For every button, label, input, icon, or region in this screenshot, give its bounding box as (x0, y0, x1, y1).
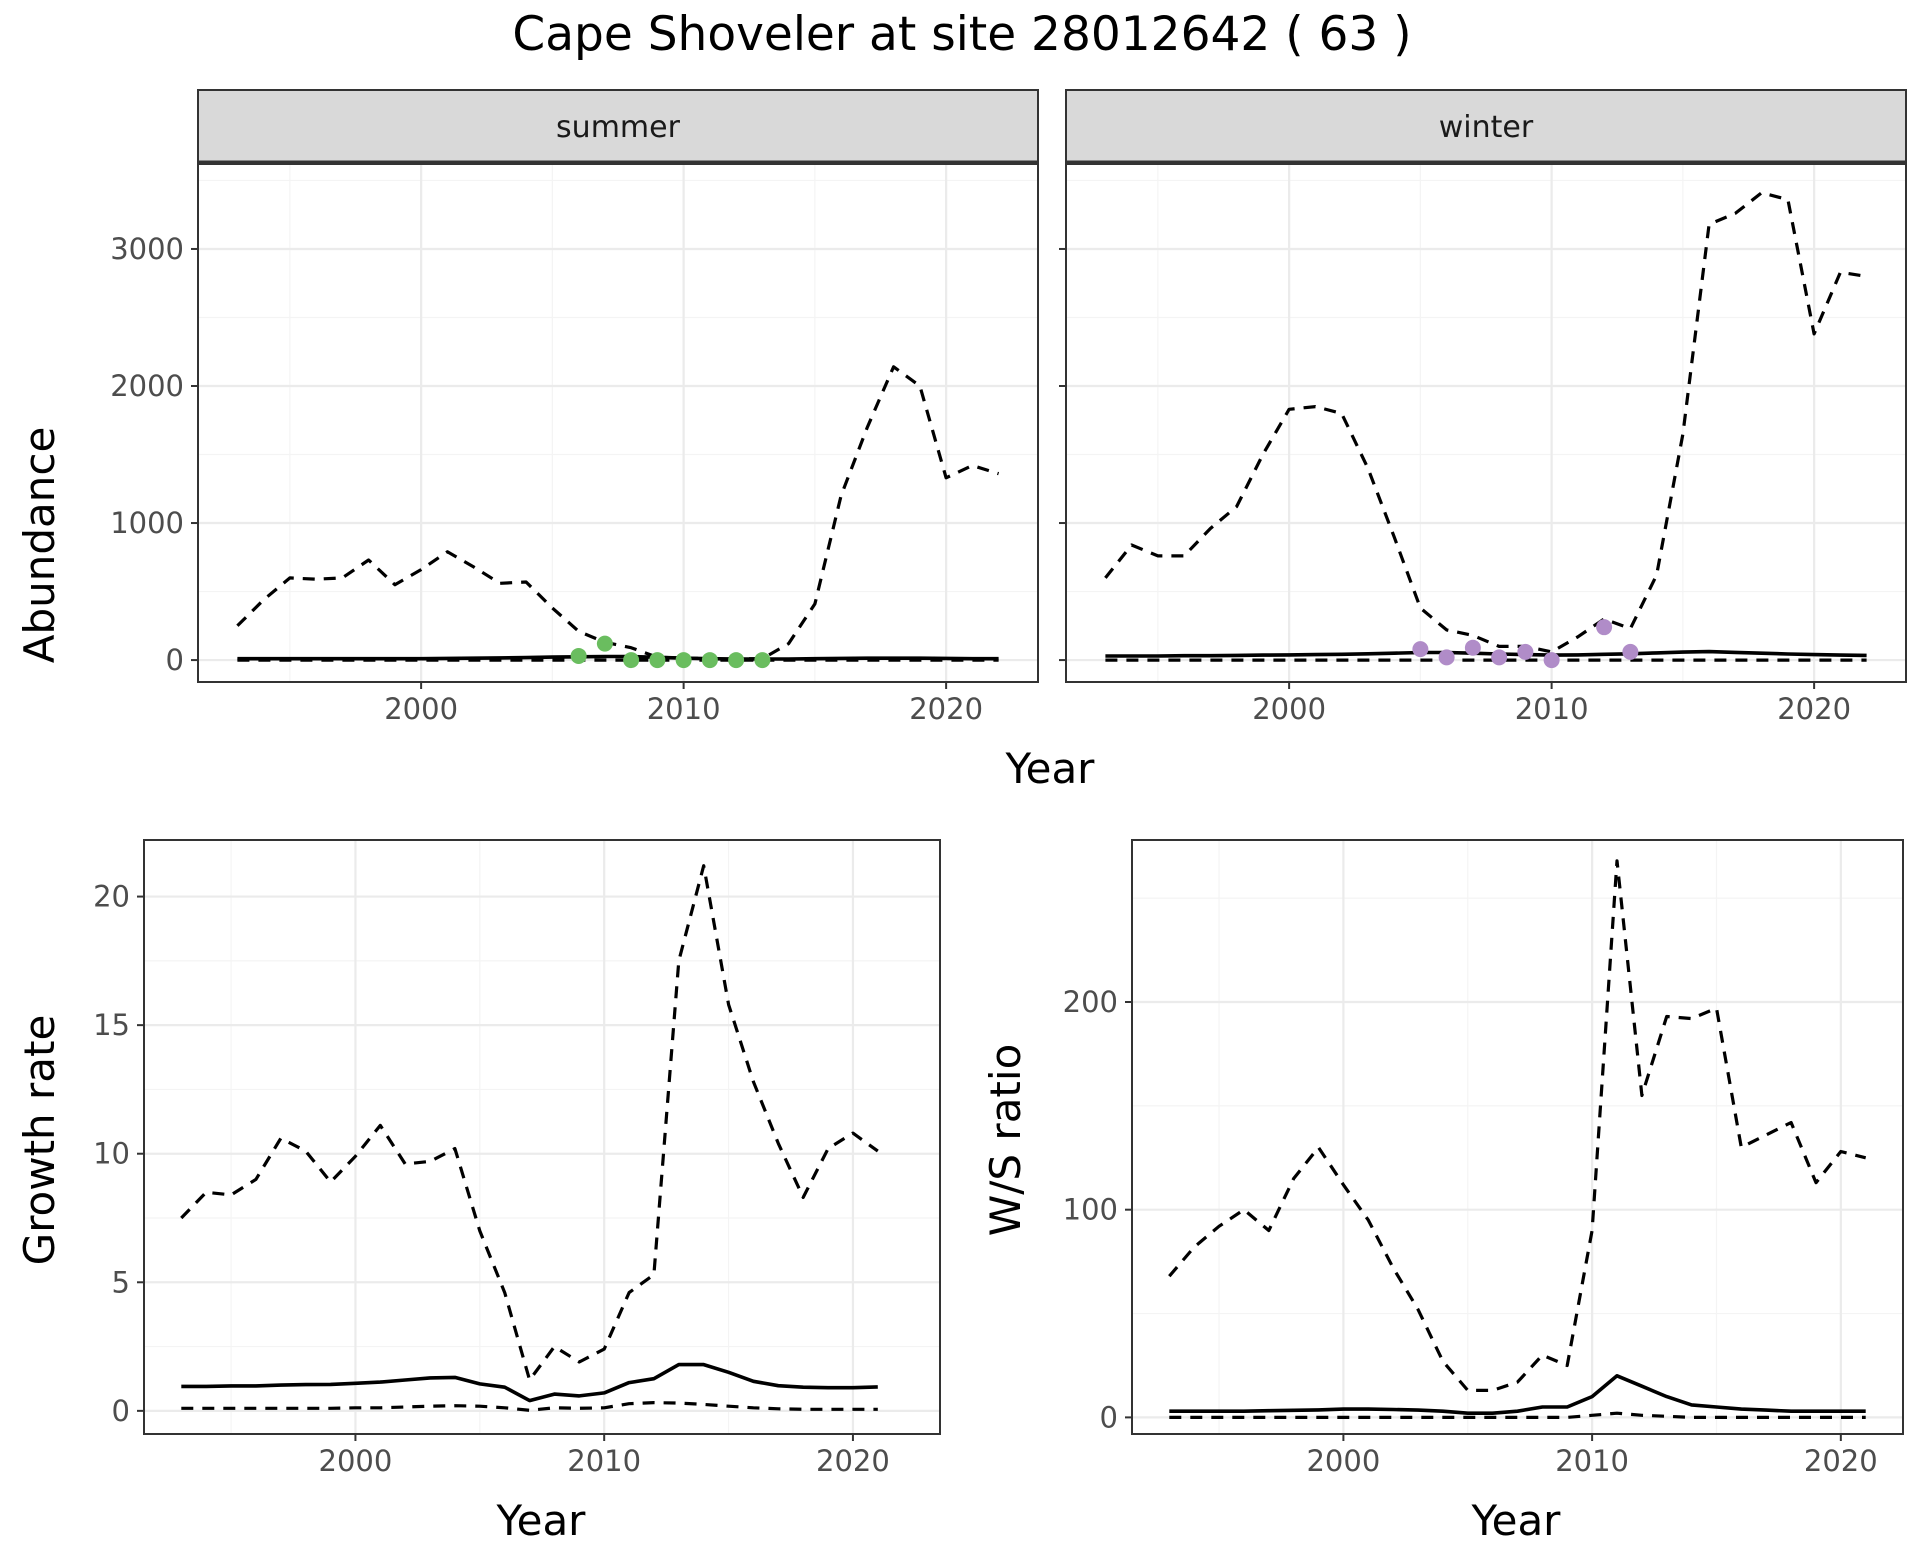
ws-ratio-upper-dashed-line (1168, 859, 1867, 1393)
winter-observation-point (1491, 649, 1508, 666)
ws-ratio-y-axis-title: W/S ratio (981, 1044, 1030, 1237)
winter-x-tick-label: 2010 (1515, 692, 1589, 726)
abundance-x-axis-title: Year (1005, 744, 1096, 793)
growth-rate-y-tick-label: 20 (93, 880, 130, 914)
summer-observation-point (728, 652, 745, 669)
summer-strip-background (197, 89, 1039, 163)
winter-x-tick-label: 2000 (1252, 692, 1326, 726)
summer-frame: 2000 2010 2020 0 1000 2000 3000 (110, 163, 1039, 726)
summer-observation-point (675, 652, 692, 669)
summer-observation-point (596, 635, 613, 652)
abundance-y-axis-title: Abundance (15, 427, 64, 664)
winter-observation-point (1438, 649, 1455, 666)
summer-strip: summer (197, 89, 1039, 164)
summer-observation-point (649, 652, 666, 669)
ws-ratio-x-tick-label: 2020 (1804, 1444, 1878, 1478)
ws-ratio-y-tick-label: 0 (1100, 1400, 1118, 1434)
growth-rate-y-tick-label: 10 (93, 1137, 130, 1171)
summer-observation-point (623, 652, 640, 669)
summer-y-tick-label: 3000 (110, 232, 184, 266)
summer-panel-border (197, 163, 1039, 683)
summer-strip-label: summer (556, 110, 681, 145)
summer-y-tick-label: 2000 (110, 369, 184, 403)
chart-title: Cape Shoveler at site 28012642 ( 63 ) (512, 7, 1411, 62)
ws-ratio-gridlines (1132, 840, 1903, 1434)
ws-ratio-solid-line (1169, 1374, 1866, 1415)
ws-ratio-frame: 2000 2010 2020 0 100 200 (1063, 839, 1904, 1478)
growth-rate-x-tick-label: 2010 (567, 1444, 641, 1478)
growth-rate-y-tick-label: 15 (93, 1008, 130, 1042)
growth-rate-upper-dashed-line (180, 864, 879, 1382)
summer-upper-dashed-line (236, 365, 1000, 661)
ws-ratio-x-tick-label: 2010 (1555, 1444, 1629, 1478)
growth-rate-marks (180, 864, 879, 1412)
summer-x-tick-label: 2000 (384, 692, 458, 726)
ws-ratio-marks (1168, 859, 1867, 1420)
winter-solid-line (1105, 649, 1867, 658)
growth-rate-frame: 2000 2010 2020 0 5 10 15 20 (93, 839, 941, 1478)
ws-ratio-panel-border (1131, 839, 1904, 1435)
growth-rate-x-tick-label: 2020 (816, 1444, 890, 1478)
winter-x-tick-label: 2020 (1777, 692, 1851, 726)
winter-strip-label: winter (1439, 110, 1534, 145)
winter-observation-point (1517, 643, 1534, 660)
growth-rate-panel: 2000 2010 2020 0 5 10 15 20 (93, 839, 941, 1478)
summer-marks (236, 365, 1000, 669)
winter-upper-dashed-line (1104, 191, 1867, 654)
summer-observation-point (570, 647, 587, 664)
winter-frame: 2000 2010 2020 (1059, 163, 1907, 726)
summer-abundance-panel: 2000 2010 2020 0 1000 2000 3000 summer (110, 89, 1039, 726)
ws-ratio-lower-dashed-line (1169, 1411, 1866, 1420)
summer-observation-point (754, 652, 771, 669)
winter-strip: winter (1065, 89, 1907, 164)
growth-rate-y-tick-label: 0 (112, 1394, 130, 1428)
ws-ratio-panel: 2000 2010 2020 0 100 200 (1063, 839, 1904, 1478)
winter-observation-point (1596, 619, 1613, 636)
summer-x-tick-label: 2010 (647, 692, 721, 726)
ws-ratio-x-axis-title: Year (1471, 1496, 1562, 1545)
winter-abundance-panel: 2000 2010 2020 winter (1059, 89, 1907, 726)
summer-observation-point (701, 652, 718, 669)
ws-ratio-x-tick-label: 2000 (1306, 1444, 1380, 1478)
growth-rate-panel-border (143, 839, 941, 1435)
growth-rate-solid-line (181, 1362, 878, 1403)
growth-rate-lower-dashed-line (181, 1400, 878, 1412)
ws-ratio-y-tick-label: 200 (1063, 985, 1118, 1019)
winter-observation-point (1464, 639, 1481, 656)
growth-rate-x-tick-label: 2000 (319, 1444, 393, 1478)
summer-x-tick-label: 2020 (909, 692, 983, 726)
summer-y-tick-label: 0 (166, 643, 184, 677)
winter-panel-border (1065, 163, 1907, 683)
winter-observation-point (1622, 643, 1639, 660)
winter-marks (1104, 191, 1867, 669)
growth-rate-gridlines (144, 840, 940, 1434)
winter-strip-background (1065, 89, 1907, 163)
winter-observation-point (1543, 652, 1560, 669)
growth-rate-x-axis-title: Year (496, 1496, 587, 1545)
growth-rate-y-tick-label: 5 (112, 1265, 130, 1299)
ws-ratio-y-tick-label: 100 (1063, 1193, 1118, 1227)
growth-rate-y-axis-title: Growth rate (15, 1015, 64, 1266)
winter-observation-point (1412, 641, 1429, 658)
summer-y-tick-label: 1000 (110, 506, 184, 540)
